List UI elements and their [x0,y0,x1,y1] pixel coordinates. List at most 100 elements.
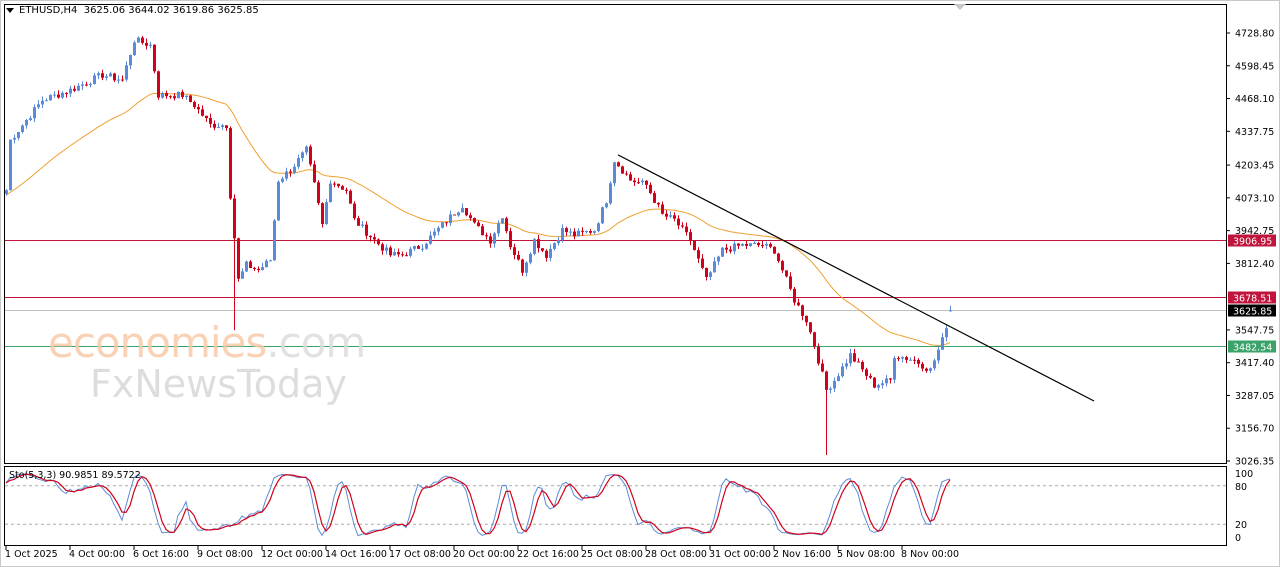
candle-body [649,184,652,194]
candle [637,177,640,185]
candle-body [601,207,604,224]
candle [425,242,428,250]
candle-body [457,212,460,216]
candle-body [869,375,872,378]
candle-body [833,380,836,389]
candle [185,95,188,100]
candle-body [217,127,220,129]
candle [177,91,180,99]
candle-body [681,225,684,227]
candle-body [629,174,632,181]
candle-body [757,243,760,246]
candle [285,167,288,181]
candle [477,220,480,227]
candle-body [849,353,852,364]
candle [789,272,792,291]
candle [829,386,832,394]
candle [737,243,740,250]
candle-body [181,91,184,98]
candle [505,216,508,234]
candle [945,324,948,342]
candle-body [633,180,636,183]
candle-body [853,353,856,362]
candle-body [201,109,204,116]
candle [741,243,744,247]
candle-body [589,231,592,233]
candle-body [269,260,272,262]
candle-body [49,95,52,101]
candle [545,249,548,262]
candle-body [421,248,424,250]
y-tick-label: 4728.80 [1235,29,1274,40]
ohlc-values: 3625.06 3644.02 3619.86 3625.85 [83,5,259,16]
candle [113,72,116,83]
candle [357,215,360,226]
candle-body [133,42,136,55]
candle-body [257,268,260,271]
candle-body [81,84,84,86]
candle [461,203,464,213]
candle [849,348,852,367]
candle [877,383,880,391]
candle [809,322,812,335]
y-tick-label: 4203.45 [1235,161,1274,172]
candle-body [369,235,372,238]
candle [297,154,300,169]
candle [581,227,584,236]
candle-body [933,360,936,369]
candle [17,131,20,141]
candle [149,41,152,49]
candle-body [529,253,532,263]
level-label-bg [1228,340,1276,353]
candle [417,244,420,249]
watermark-economies: economies.com [48,318,366,367]
candle-body [469,215,472,219]
candle-body [881,383,884,386]
candle [629,171,632,181]
candle-body [9,139,12,191]
candle [221,123,224,130]
candle [45,98,48,102]
candle-body [553,243,556,249]
candle [917,358,920,368]
candle-body [329,183,332,203]
candle-body [765,243,768,246]
stochastic-level-label: 0 [1235,533,1241,544]
candle [233,194,236,331]
candle-body [89,83,92,85]
dropdown-triangle-icon[interactable] [6,7,14,13]
candle [29,116,32,122]
candle [489,233,492,248]
candle [5,189,8,196]
candle-body [381,244,384,251]
candle [225,125,228,131]
candle [437,226,440,236]
candle-body [617,162,620,167]
candle-body [317,182,320,204]
candle-body [353,203,356,219]
candle-body [541,248,544,251]
candle-body [41,100,44,105]
candle-body [721,247,724,257]
candle-body [361,224,364,226]
candle [837,373,840,382]
candle-body [549,248,552,258]
candle-body [213,123,216,128]
candle-body [745,243,748,246]
candle [897,356,900,362]
candle [609,181,612,205]
level-label-bg [1228,291,1276,304]
candle [165,90,168,99]
candle [885,375,888,387]
candle-body [945,328,948,338]
candle-body [13,137,16,140]
candle [565,226,568,236]
candle-body [813,332,816,347]
candle-body [169,96,172,98]
watermark-fxnewstoday: FxNewsToday [90,362,347,406]
candle-body [893,358,896,380]
scroll-marker-icon[interactable] [954,4,966,10]
candle-body [861,361,864,370]
candle [209,113,212,128]
candle [109,71,112,77]
